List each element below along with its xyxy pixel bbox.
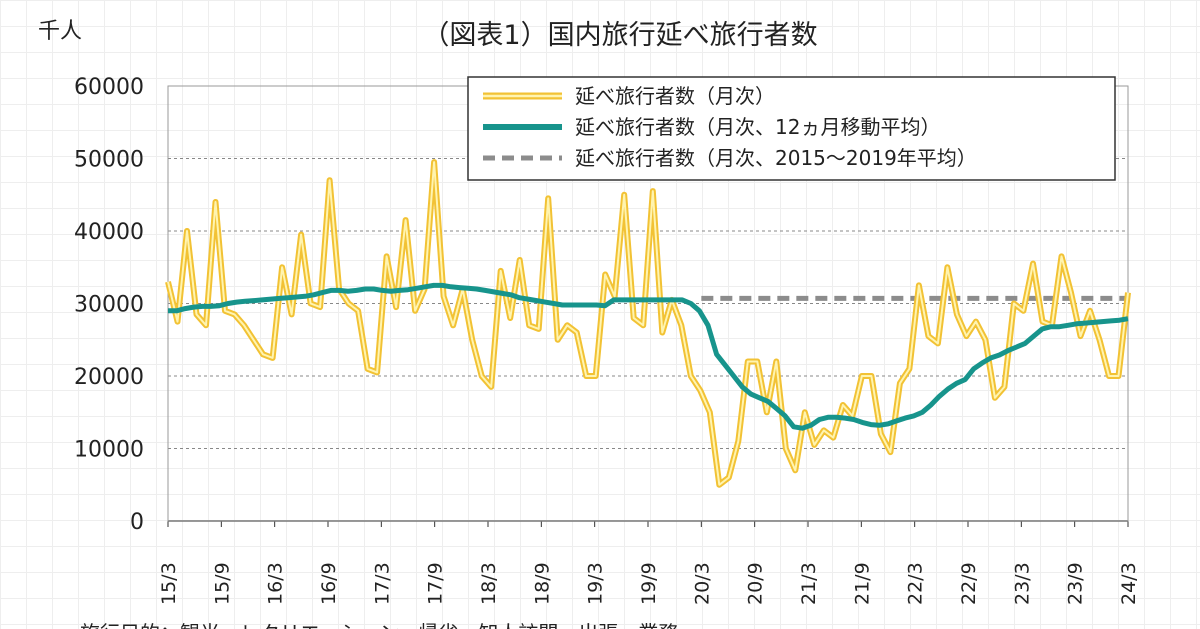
x-tick-label: 19/3 bbox=[585, 562, 607, 605]
x-tick-label: 21/3 bbox=[798, 562, 820, 605]
series-monthly-line bbox=[165, 159, 1131, 488]
y-tick-label: 10000 bbox=[74, 438, 144, 463]
x-tick-label: 17/3 bbox=[371, 562, 393, 605]
legend-label-moving-avg: 延べ旅行者数（月次、12ヵ月移動平均） bbox=[575, 115, 940, 139]
x-tick-label: 22/9 bbox=[958, 562, 980, 605]
x-tick-label: 20/3 bbox=[691, 562, 713, 605]
x-tick-label: 23/9 bbox=[1065, 562, 1087, 605]
legend-label-baseline: 延べ旅行者数（月次、2015～2019年平均） bbox=[575, 146, 977, 170]
y-tick-label: 60000 bbox=[74, 75, 144, 100]
y-tick-label: 50000 bbox=[74, 148, 144, 173]
x-tick-label: 18/9 bbox=[531, 562, 553, 605]
chart-title: （図表1）国内旅行延べ旅行者数 bbox=[422, 20, 817, 51]
x-tick-label: 16/9 bbox=[318, 562, 340, 605]
x-tick-label: 15/3 bbox=[158, 562, 180, 605]
series-monthly-line-core bbox=[167, 161, 1129, 486]
x-tick-label: 17/9 bbox=[425, 562, 447, 605]
x-tick-label: 19/9 bbox=[638, 562, 660, 605]
series-layer bbox=[165, 159, 1131, 488]
legend-box bbox=[467, 76, 1116, 181]
y-axis-unit: 千人 bbox=[38, 19, 82, 44]
y-tick-label: 30000 bbox=[74, 293, 144, 318]
footnote: 旅行目的：観光・レクリエーション、帰省・知人訪問、出張・業務 bbox=[80, 621, 678, 629]
x-tick-label: 22/3 bbox=[905, 562, 927, 605]
y-tick-label: 40000 bbox=[74, 220, 144, 245]
x-tick-label: 15/9 bbox=[211, 562, 233, 605]
y-tick-label: 20000 bbox=[74, 365, 144, 390]
series-moving-average-line bbox=[168, 282, 1129, 431]
x-tick-label: 18/3 bbox=[478, 562, 500, 605]
x-tick-label: 21/9 bbox=[851, 562, 873, 605]
y-tick-label: 0 bbox=[130, 510, 144, 535]
x-axis-ticks: 15/3 15/9 16/3 16/9 17/3 17/9 18/3 18/9 19/3 19/9… bbox=[158, 521, 1140, 605]
x-tick-label: 16/3 bbox=[265, 562, 287, 605]
legend-label-monthly: 延べ旅行者数（月次） bbox=[575, 84, 775, 108]
legend: 延べ旅行者数（月次） 延べ旅行者数（月次、12ヵ月移動平均） 延べ旅行者数（月次… bbox=[467, 76, 1116, 181]
y-axis-ticks: 0 10000 20000 30000 40000 50000 60000 bbox=[74, 75, 144, 535]
x-tick-label: 20/9 bbox=[745, 562, 767, 605]
x-tick-label: 24/3 bbox=[1118, 562, 1140, 605]
x-tick-label: 23/3 bbox=[1011, 562, 1033, 605]
